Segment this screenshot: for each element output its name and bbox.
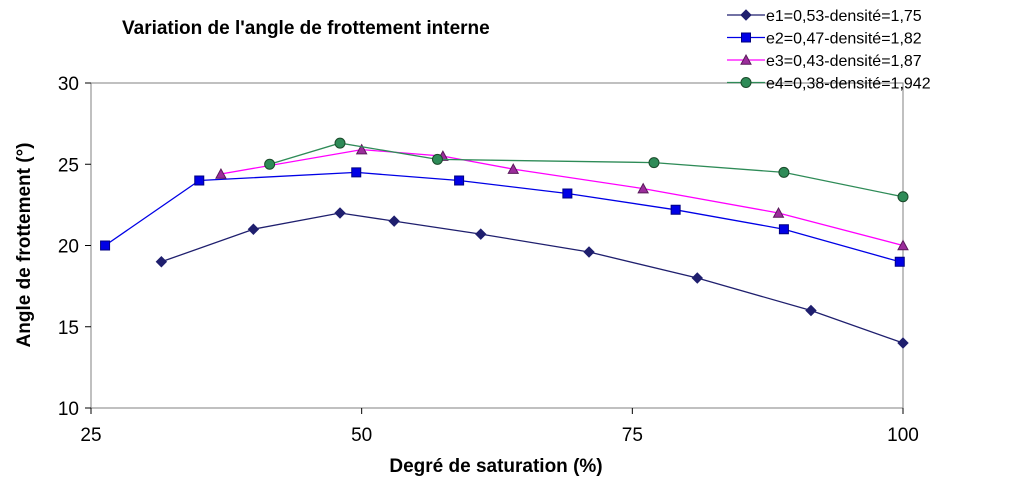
series-4-point: [431, 153, 443, 165]
legend-marker: [740, 9, 752, 21]
x-tick-label: 50: [351, 425, 372, 446]
series-4-point: [648, 157, 660, 169]
series-3-point: [772, 206, 785, 218]
series-2-point: [454, 175, 465, 186]
x-axis-label: Degré de saturation (%): [389, 456, 602, 477]
series-1-point: [805, 304, 817, 317]
y-tick-label: 25: [58, 155, 79, 176]
y-tick-label: 15: [58, 318, 79, 339]
legend-label: e1=0,53-densité=1,75: [766, 8, 922, 25]
series-2-point: [562, 188, 573, 199]
x-tick-label: 25: [80, 425, 101, 446]
series-2-point: [778, 224, 789, 235]
y-tick-label: 10: [58, 399, 79, 420]
legend-label: e4=0,38-densité=1,942: [766, 76, 931, 93]
y-axis-ticks: 10 15 20 25 30: [58, 74, 91, 420]
series-1-point: [475, 228, 487, 240]
legend-item: e4=0,38-densité=1,942: [727, 76, 931, 93]
series-layer: [100, 137, 909, 349]
series-3: [215, 143, 909, 251]
series-2-point: [351, 167, 362, 178]
series-2-line: [104, 171, 900, 263]
series-1-point: [155, 256, 168, 268]
series-2-point: [670, 204, 681, 215]
series-1-point: [691, 272, 704, 284]
series-4-point: [264, 158, 276, 170]
x-tick-label: 75: [622, 425, 643, 446]
series-1: [155, 207, 909, 349]
series-3-point: [355, 143, 368, 155]
series-4-point: [778, 166, 790, 178]
series-3-point: [215, 167, 227, 179]
series-4: [264, 137, 909, 203]
series-3-point: [637, 182, 649, 194]
series-1-point: [334, 207, 346, 219]
legend-item: e2=0,47-densité=1,82: [727, 31, 922, 48]
series-3-point: [507, 163, 520, 174]
series-2-point: [100, 240, 111, 251]
legend-marker: [741, 32, 751, 43]
series-1-point: [897, 337, 909, 349]
y-tick-label: 30: [58, 74, 79, 95]
series-3-point: [897, 239, 909, 251]
legend: e1=0,53-densité=1,75 e2=0,47-densité=1,82…: [727, 8, 931, 93]
series-4-point: [334, 137, 346, 149]
y-tick-label: 20: [58, 237, 79, 258]
series-1-point: [583, 246, 595, 258]
x-axis-ticks: 25 50 75 100: [80, 408, 919, 446]
plot-frame: [90, 82, 904, 409]
series-1-point: [388, 215, 400, 227]
series-2-point: [894, 256, 905, 267]
series-1-point: [247, 223, 260, 235]
series-4-line: [269, 142, 904, 198]
plot-area: [90, 82, 904, 409]
series-2-point: [194, 175, 205, 186]
legend-marker: [740, 53, 752, 65]
legend-label: e2=0,47-densité=1,82: [766, 31, 922, 48]
legend-item: e3=0,43-densité=1,87: [727, 53, 922, 70]
series-2: [100, 167, 905, 267]
legend-label: e3=0,43-densité=1,87: [766, 53, 922, 70]
chart-title: Variation de l'angle de frottement inter…: [122, 18, 490, 39]
y-axis-label: Angle de frottement (°): [14, 143, 35, 348]
legend-item: e1=0,53-densité=1,75: [727, 8, 922, 25]
x-tick-label: 100: [887, 425, 919, 446]
legend-marker: [740, 77, 752, 88]
series-4-point: [897, 191, 909, 203]
